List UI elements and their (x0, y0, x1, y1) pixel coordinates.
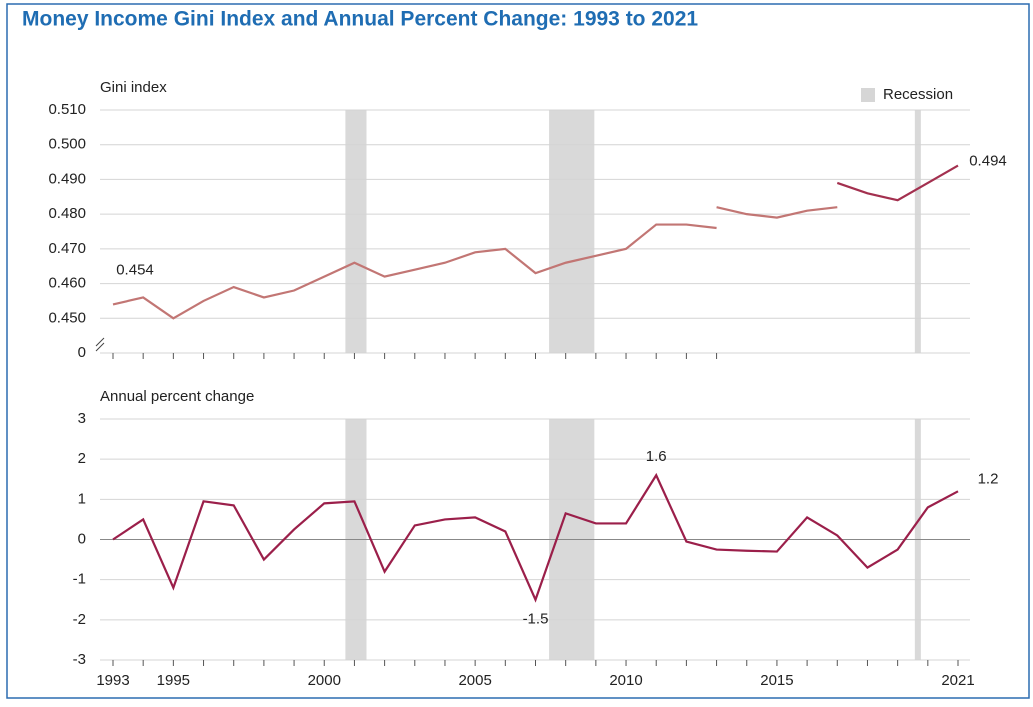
series-line (112, 223, 717, 320)
x-tick-label: 2010 (609, 672, 642, 689)
x-tick-label: 1993 (96, 672, 129, 689)
y-tick-label: -1 (73, 571, 86, 588)
y-tick-label: 0.490 (48, 170, 86, 187)
data-label: 0.454 (116, 261, 154, 278)
y-tick-label: -2 (73, 611, 86, 628)
y-tick-label: -3 (73, 651, 86, 668)
y-tick-label: 0.480 (48, 205, 86, 222)
recession-band (549, 110, 595, 353)
chart-title: Money Income Gini Index and Annual Perce… (22, 8, 698, 31)
y-tick-label: 0.460 (48, 275, 86, 292)
data-label: 1.2 (978, 470, 999, 487)
x-tick-label: 1995 (157, 672, 190, 689)
data-label: 1.6 (646, 448, 667, 465)
y-axis-label: Annual percent change (100, 388, 254, 405)
series-line (836, 164, 959, 202)
y-tick-label: 0.450 (48, 309, 86, 326)
frame (6, 3, 1030, 699)
legend-label: Recession (883, 86, 953, 103)
data-label: -1.5 (523, 611, 549, 628)
x-tick-label: 2000 (308, 672, 341, 689)
y-tick-label: 0.510 (48, 101, 86, 118)
series-line (112, 472, 959, 603)
y-tick-label: 1 (78, 490, 86, 507)
y-tick-label: 0 (78, 344, 86, 361)
recession-band (914, 110, 921, 353)
x-tick-label: 2015 (760, 672, 793, 689)
y-axis-label: Gini index (100, 79, 167, 96)
y-tick-label: 0.470 (48, 240, 86, 257)
axis-break (95, 337, 105, 352)
x-tick-label: 2021 (941, 672, 974, 689)
data-label: 0.494 (969, 153, 1007, 170)
legend-swatch (861, 88, 875, 102)
y-tick-label: 3 (78, 410, 86, 427)
series-line (716, 206, 838, 219)
recession-band (345, 110, 367, 353)
y-tick-label: 0.500 (48, 136, 86, 153)
x-tick-label: 2005 (458, 672, 491, 689)
y-tick-label: 2 (78, 450, 86, 467)
y-tick-label: 0 (78, 530, 86, 547)
